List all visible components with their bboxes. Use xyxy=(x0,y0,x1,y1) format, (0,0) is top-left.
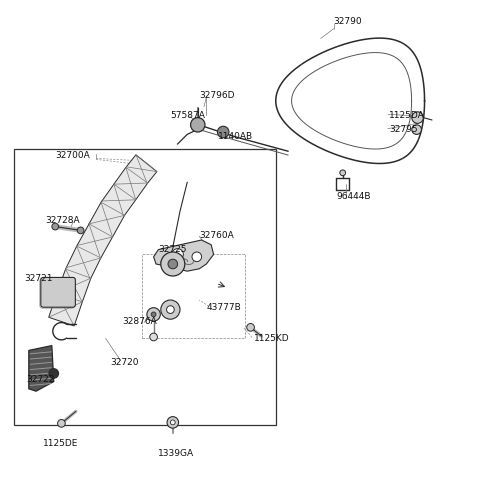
Circle shape xyxy=(52,223,59,230)
Text: 32790: 32790 xyxy=(334,17,362,26)
Circle shape xyxy=(58,420,65,427)
Text: 32725: 32725 xyxy=(158,245,187,254)
Text: 96444B: 96444B xyxy=(336,192,371,201)
Circle shape xyxy=(147,308,160,321)
Circle shape xyxy=(247,324,254,331)
Text: 32700A: 32700A xyxy=(55,152,90,160)
Text: 32722: 32722 xyxy=(26,375,55,384)
Text: 32876A: 32876A xyxy=(122,317,157,326)
Circle shape xyxy=(172,249,183,260)
Circle shape xyxy=(77,227,84,234)
Circle shape xyxy=(151,312,156,317)
Text: 32720: 32720 xyxy=(110,358,139,367)
Circle shape xyxy=(161,300,180,319)
Text: 43777B: 43777B xyxy=(206,303,241,312)
Bar xyxy=(14,149,276,425)
FancyBboxPatch shape xyxy=(41,277,75,307)
Text: 32760A: 32760A xyxy=(199,231,234,240)
Text: 57587A: 57587A xyxy=(170,111,205,120)
Polygon shape xyxy=(154,240,214,271)
Text: 1140AB: 1140AB xyxy=(218,132,253,141)
Circle shape xyxy=(191,118,205,132)
Circle shape xyxy=(167,417,179,428)
Circle shape xyxy=(170,420,175,425)
Circle shape xyxy=(161,252,185,276)
Polygon shape xyxy=(29,346,54,391)
Text: 32721: 32721 xyxy=(24,274,52,283)
Circle shape xyxy=(167,306,174,313)
Text: 32728A: 32728A xyxy=(46,216,80,225)
Circle shape xyxy=(412,112,423,123)
Text: 32796D: 32796D xyxy=(199,92,235,100)
Text: 32795: 32795 xyxy=(389,125,418,134)
Text: 1125KD: 1125KD xyxy=(254,334,290,343)
Text: 1125DA: 1125DA xyxy=(389,111,424,120)
Polygon shape xyxy=(48,155,157,326)
Circle shape xyxy=(49,369,59,378)
Text: 1125DE: 1125DE xyxy=(43,440,79,448)
Circle shape xyxy=(150,333,157,341)
Circle shape xyxy=(340,170,346,176)
Circle shape xyxy=(192,252,202,262)
Bar xyxy=(142,254,245,338)
Circle shape xyxy=(412,125,421,134)
Circle shape xyxy=(168,259,178,269)
Text: 1339GA: 1339GA xyxy=(158,449,194,458)
Circle shape xyxy=(217,126,229,138)
